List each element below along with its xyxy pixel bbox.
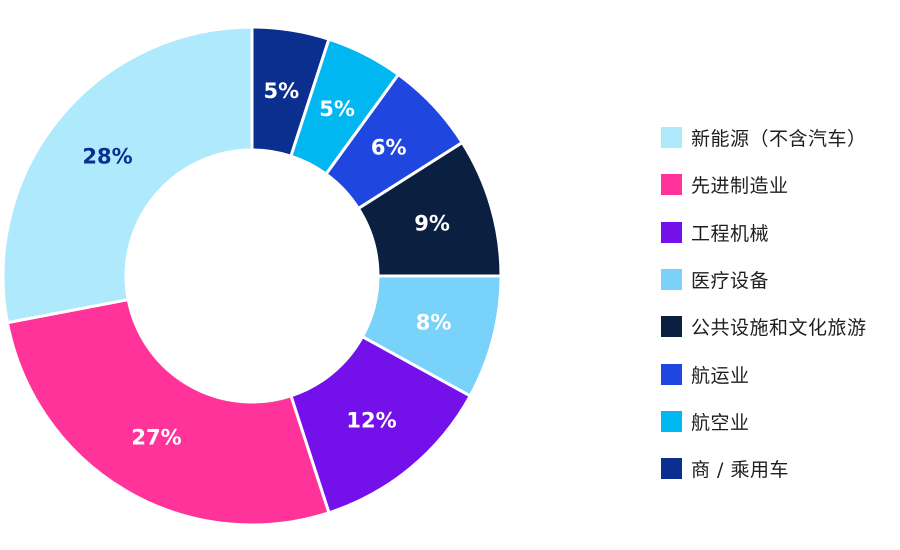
legend-item: 工程机械: [661, 209, 867, 256]
legend-swatch: [661, 410, 682, 432]
legend-swatch: [661, 363, 682, 385]
legend-label: 公共设施和文化旅游: [691, 317, 867, 340]
legend-label: 先进制造业: [691, 175, 789, 198]
slice-label-5: 12%: [346, 408, 396, 432]
legend-swatch: [661, 174, 682, 196]
slice-label-3: 9%: [414, 212, 450, 236]
slice-7: [1, 25, 254, 325]
legend-label: 新能源（不含汽车）: [691, 128, 867, 151]
slice-label-6: 27%: [131, 425, 181, 449]
slice-label-0: 5%: [264, 79, 300, 103]
chart-legend: 新能源（不含汽车） 先进制造业工程机械医疗设备公共设施和文化旅游 航运业航空业商 /…: [661, 114, 867, 492]
legend-swatch: [661, 316, 682, 338]
legend-label: 工程机械: [691, 222, 770, 245]
legend-item: 航运业: [661, 350, 867, 397]
legend-label: 商 / 乘用车: [691, 459, 789, 482]
legend-item: 先进制造业: [661, 161, 867, 208]
slice-label-4: 8%: [416, 311, 452, 335]
legend-item: 商 / 乘用车: [661, 445, 867, 492]
legend-swatch: [661, 127, 682, 149]
legend-swatch: [661, 221, 682, 243]
legend-item: 航空业: [661, 398, 867, 445]
legend-item: 医疗设备: [661, 256, 867, 303]
legend-item: 新能源（不含汽车）: [661, 114, 867, 161]
slice-6: [5, 297, 331, 527]
legend-swatch: [661, 269, 682, 291]
slice-label-7: 28%: [82, 144, 132, 168]
legend-label: 医疗设备: [691, 270, 770, 293]
legend-item: 公共设施和文化旅游: [661, 303, 867, 350]
legend-label: 航运业: [691, 364, 750, 387]
slice-label-2: 6%: [371, 136, 407, 160]
slice-label-1: 5%: [319, 97, 355, 121]
legend-label: 航空业: [691, 411, 750, 434]
legend-swatch: [661, 458, 682, 480]
